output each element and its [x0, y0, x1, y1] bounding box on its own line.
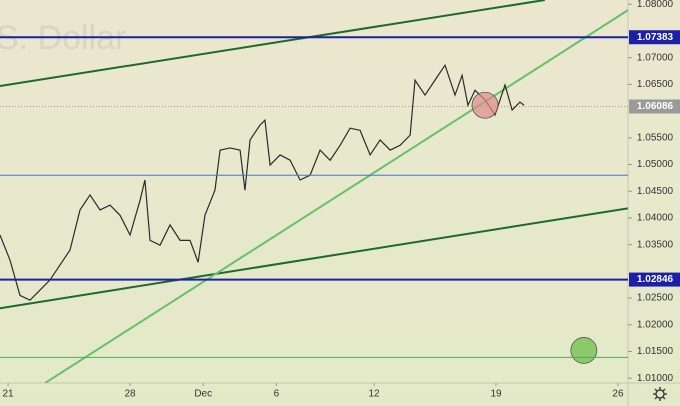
x-tick-label: 28 [124, 389, 136, 400]
y-tick-label: 1.05500 [637, 132, 674, 143]
settings-icon[interactable] [653, 387, 667, 401]
y-tick-label: 1.02500 [637, 293, 674, 304]
y-tick-label: 1.01000 [637, 373, 674, 384]
y-tick-label: 1.01500 [637, 346, 674, 357]
y-tick-label: 1.02000 [637, 319, 674, 330]
trend-line [0, 207, 628, 310]
price-label: 1.06086 [637, 101, 674, 112]
y-tick-label: 1.04000 [637, 213, 674, 224]
price-label-box [629, 99, 680, 114]
price-label: 1.02846 [637, 274, 674, 285]
x-tick-label: 21 [2, 389, 14, 400]
y-tick-label: 1.03500 [637, 239, 674, 250]
price-label-box [629, 30, 680, 45]
price-label-box [629, 272, 680, 287]
plot-area [0, 0, 628, 383]
x-tick-label: 26 [612, 389, 624, 400]
x-tick-label: 6 [274, 389, 280, 400]
x-tick-label: 19 [490, 389, 502, 400]
x-tick-label: 12 [368, 389, 380, 400]
x-tick-label: Dec [194, 389, 212, 400]
marker-circle [570, 337, 598, 364]
y-tick-label: 1.06500 [637, 79, 674, 90]
marker-circle [471, 91, 499, 119]
price-line [0, 63, 525, 301]
price-label: 1.07383 [637, 32, 674, 43]
y-tick-label: 1.04500 [637, 186, 674, 197]
y-tick-label: 1.08000 [637, 0, 674, 10]
y-tick-label: 1.07000 [637, 52, 674, 63]
trend-line [0, 0, 545, 87]
y-tick-label: 1.05000 [637, 159, 674, 170]
trend-line [44, 9, 628, 383]
